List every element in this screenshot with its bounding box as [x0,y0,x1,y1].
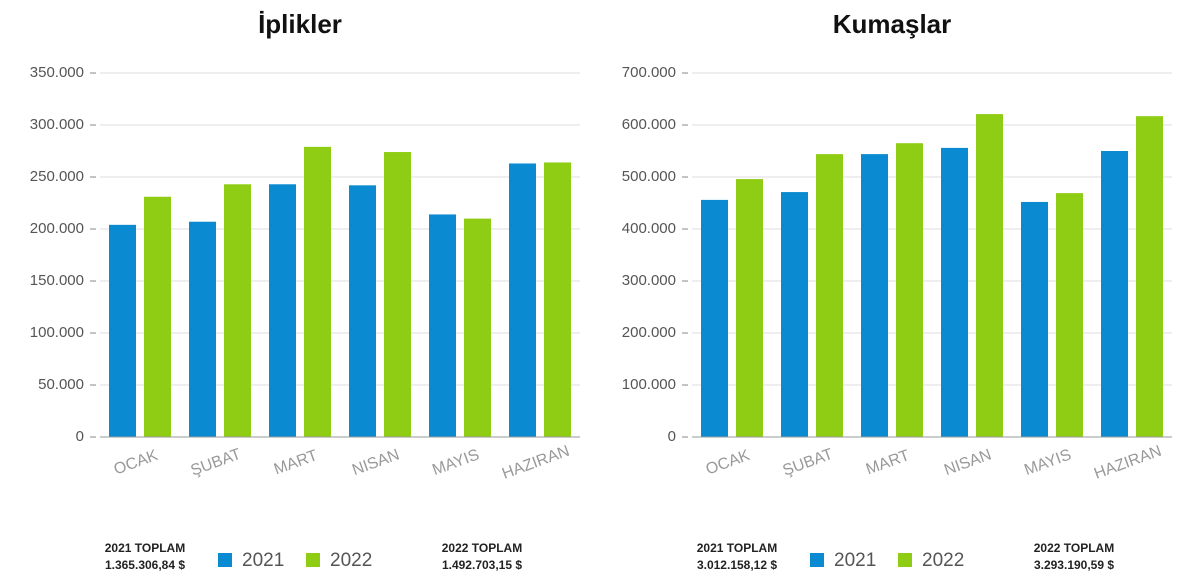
bar [1136,116,1163,437]
x-tick-label: NISAN [350,446,402,479]
legend-label: 2022 [330,550,372,571]
y-tick-label: 100.000 [30,324,84,341]
y-tick-label: 250.000 [30,168,84,185]
y-tick-label: 350.000 [30,64,84,81]
bar [509,163,536,438]
total-title: 2021 TOPLAM [105,541,185,555]
y-tick-label: 300.000 [30,116,84,133]
bar [941,147,968,437]
legend-swatch [810,553,824,567]
x-tick-label: MART [272,447,320,478]
bar [1101,151,1128,437]
bar [109,224,136,437]
y-tick-label: 200.000 [30,220,84,237]
bar [1021,201,1048,437]
y-tick-label: 100.000 [622,376,676,393]
bar [896,143,923,437]
x-tick-label: NISAN [942,446,994,479]
bar [736,179,763,437]
x-tick-label: OCAK [704,447,753,479]
x-tick-label: MART [864,447,912,478]
x-tick-label: MAYIS [430,446,481,479]
y-tick-label: 200.000 [622,324,676,341]
total-title: 2022 TOPLAM [1034,541,1114,555]
bar [781,192,808,437]
total-value: 1.365.306,84 $ [105,558,185,572]
total-title: 2022 TOPLAM [442,541,522,555]
y-tick-label: 600.000 [622,116,676,133]
y-tick-label: 150.000 [30,272,84,289]
bar [1056,193,1083,437]
y-tick-label: 700.000 [622,64,676,81]
total-value: 1.492.703,15 $ [442,558,522,572]
bar [429,214,456,437]
total-value: 3.012.158,12 $ [697,558,777,572]
bar [861,154,888,437]
y-tick-label: 300.000 [622,272,676,289]
bar [701,199,728,437]
bar [816,154,843,437]
x-tick-label: HAZIRAN [500,443,572,483]
y-tick-label: 50.000 [38,376,84,393]
y-tick-label: 400.000 [622,220,676,237]
legend-swatch [218,553,232,567]
bar [224,184,251,437]
x-tick-label: ŞUBAT [188,446,243,480]
chart-title: Kumaşlar [833,9,952,39]
bar [304,146,331,437]
bar [349,185,376,437]
bar [144,196,171,437]
x-tick-label: HAZIRAN [1092,443,1164,483]
bar [189,221,216,437]
legend-swatch [898,553,912,567]
y-tick-label: 500.000 [622,168,676,185]
y-tick-label: 0 [668,428,676,445]
bar [384,152,411,438]
legend-label: 2021 [242,550,284,571]
bar [544,162,571,437]
x-tick-label: OCAK [112,447,161,479]
bar [976,114,1003,437]
bar [269,184,296,437]
total-value: 3.293.190,59 $ [1034,558,1114,572]
legend-label: 2022 [922,550,964,571]
x-tick-label: MAYIS [1022,446,1073,479]
x-tick-label: ŞUBAT [780,446,835,480]
chart-title: İplikler [258,9,342,39]
y-tick-label: 0 [76,428,84,445]
bar [464,218,491,437]
total-title: 2021 TOPLAM [697,541,777,555]
legend-swatch [306,553,320,567]
legend-label: 2021 [834,550,876,571]
